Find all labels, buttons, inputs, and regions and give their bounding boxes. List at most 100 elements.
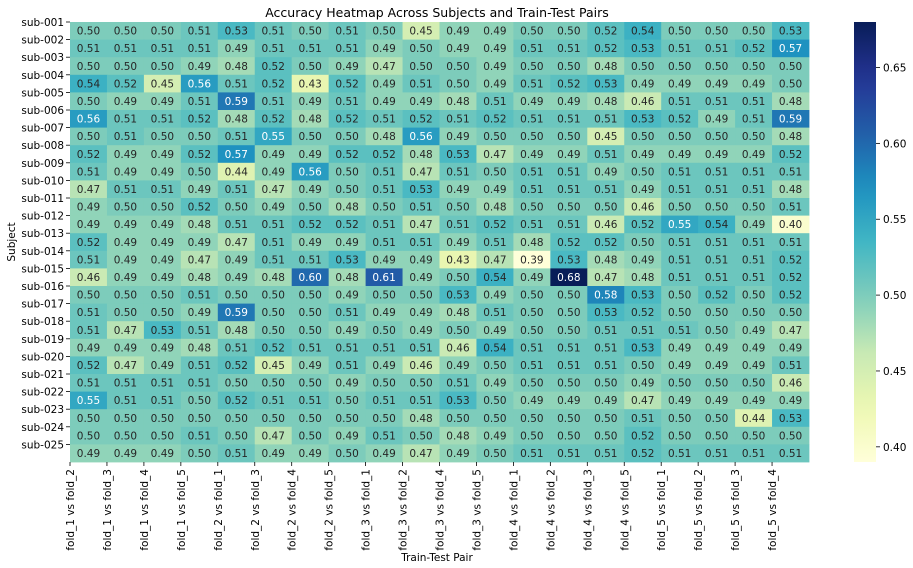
- heatmap-cell: [513, 145, 551, 164]
- y-tick-label: sub-005: [21, 87, 64, 99]
- cell-value-label: 0.45: [409, 26, 432, 38]
- heatmap-cell: [698, 198, 736, 216]
- cell-value-label: 0.51: [151, 378, 174, 390]
- heatmap-cell: [70, 286, 108, 304]
- heatmap-cell: [735, 426, 773, 445]
- cell-value-label: 0.50: [483, 413, 506, 425]
- heatmap-cell: [180, 356, 219, 375]
- heatmap-cell: [550, 162, 588, 181]
- cell-value-label: 0.56: [298, 166, 322, 178]
- cell-value-label: 0.56: [409, 131, 433, 143]
- heatmap-cell: [587, 391, 625, 410]
- heatmap-cell: [439, 57, 477, 76]
- cell-value-label: 0.49: [372, 78, 395, 90]
- cell-value-label: 0.48: [779, 96, 802, 108]
- cell-value-label: 0.50: [483, 131, 506, 143]
- y-tick-label: sub-016: [21, 281, 64, 293]
- cell-value-label: 0.50: [557, 307, 580, 319]
- cell-value-label: 0.51: [151, 114, 174, 126]
- heatmap-cell: [661, 110, 699, 128]
- heatmap-cell: [254, 198, 293, 216]
- cell-value-label: 0.51: [225, 184, 248, 196]
- cell-value-label: 0.50: [114, 307, 137, 319]
- heatmap-cell: [143, 39, 182, 58]
- heatmap-cell: [106, 198, 145, 216]
- cell-value-label: 0.52: [631, 448, 654, 460]
- cell-value-label: 0.51: [225, 131, 248, 143]
- heatmap-cell: [439, 338, 477, 357]
- cell-value-label: 0.50: [742, 202, 765, 214]
- heatmap-cell: [70, 391, 108, 410]
- cell-value-label: 0.49: [594, 166, 617, 178]
- cell-value-label: 0.50: [409, 430, 432, 442]
- heatmap-cell: [254, 268, 293, 287]
- heatmap-cell: [70, 233, 108, 252]
- heatmap-cell: [217, 374, 256, 392]
- cell-value-label: 0.54: [631, 26, 655, 38]
- cell-value-label: 0.49: [188, 61, 211, 73]
- heatmap-cell: [661, 356, 699, 375]
- cell-value-label: 0.49: [114, 149, 137, 161]
- cell-value-label: 0.49: [225, 254, 248, 266]
- heatmap-cell: [180, 321, 219, 340]
- cell-value-label: 0.49: [335, 290, 358, 302]
- cell-value-label: 0.49: [446, 360, 469, 372]
- heatmap-cell: [143, 268, 182, 287]
- heatmap-cell: [402, 145, 440, 164]
- heatmap-cell: [365, 215, 403, 234]
- cell-value-label: 0.50: [668, 26, 691, 38]
- heatmap-cell: [217, 391, 256, 410]
- cell-value-label: 0.50: [446, 78, 469, 90]
- heatmap-cell: [439, 39, 477, 58]
- cell-value-label: 0.58: [594, 290, 617, 302]
- y-tick-label: sub-002: [21, 35, 64, 47]
- heatmap-cell: [661, 57, 699, 76]
- heatmap-cell: [513, 74, 551, 93]
- cell-value-label: 0.53: [557, 254, 580, 266]
- heatmap-cell: [402, 180, 440, 199]
- cell-value-label: 0.50: [668, 202, 691, 214]
- heatmap-cell: [735, 162, 773, 181]
- heatmap-cell: [402, 250, 440, 269]
- cell-value-label: 0.50: [520, 325, 543, 337]
- y-tick-label: sub-024: [21, 422, 64, 434]
- cell-value-label: 0.51: [594, 149, 617, 161]
- heatmap-cell: [513, 57, 551, 76]
- heatmap-cell: [735, 110, 773, 128]
- cell-value-label: 0.51: [742, 184, 765, 196]
- heatmap-cell: [587, 444, 625, 463]
- heatmap-cell: [217, 127, 256, 146]
- heatmap-cell: [587, 250, 625, 269]
- heatmap-cell: [735, 321, 773, 340]
- y-tick-label: sub-001: [21, 17, 64, 29]
- cell-value-label: 0.48: [335, 202, 358, 214]
- heatmap-cell: [476, 215, 514, 234]
- y-tick-label: sub-003: [21, 52, 64, 64]
- heatmap-cell: [180, 39, 219, 58]
- cell-value-label: 0.50: [557, 413, 580, 425]
- cell-value-label: 0.47: [409, 219, 432, 231]
- cell-value-label: 0.47: [114, 360, 137, 372]
- x-tick-label: fold_3 vs fold_5: [471, 469, 483, 551]
- cell-value-label: 0.50: [188, 413, 211, 425]
- heatmap-cell: [439, 286, 477, 304]
- heatmap-cell: [402, 39, 440, 58]
- heatmap-cell: [70, 145, 108, 164]
- cell-value-label: 0.49: [262, 166, 285, 178]
- heatmap-cell: [550, 74, 588, 93]
- heatmap-cell: [402, 215, 440, 234]
- cell-value-label: 0.51: [335, 26, 358, 38]
- heatmap-cell: [661, 22, 699, 40]
- cell-value-label: 0.51: [335, 96, 358, 108]
- heatmap-cell: [439, 180, 477, 199]
- heatmap-cell: [402, 127, 440, 146]
- cell-value-label: 0.51: [557, 219, 580, 231]
- cell-value-label: 0.50: [151, 307, 174, 319]
- heatmap-cell: [328, 74, 366, 93]
- heatmap-cell: [143, 250, 182, 269]
- cell-value-label: 0.49: [631, 254, 654, 266]
- heatmap-cell: [180, 303, 219, 322]
- heatmap-cell: [661, 303, 699, 322]
- cell-value-label: 0.55: [262, 131, 285, 143]
- heatmap-cell: [291, 180, 330, 199]
